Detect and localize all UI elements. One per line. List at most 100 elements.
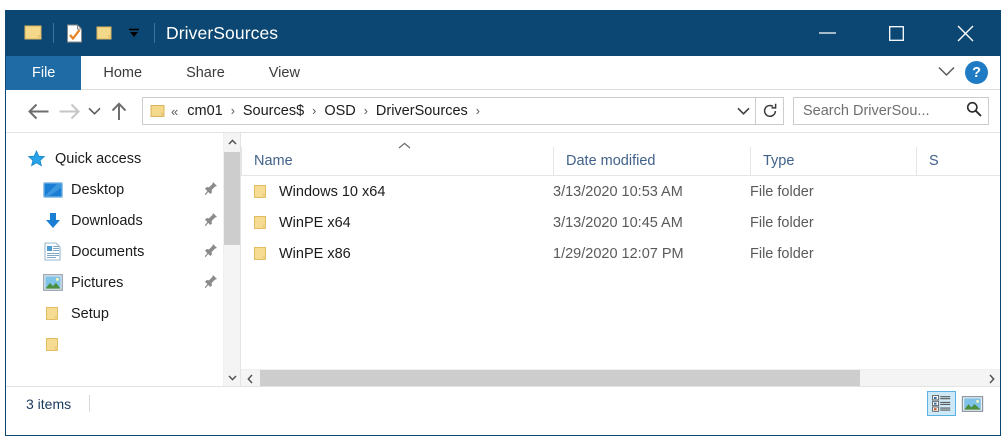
breadcrumb-separator-2[interactable]: › (312, 104, 317, 118)
search-icon[interactable] (966, 101, 982, 122)
forward-button[interactable] (54, 96, 84, 126)
main-area: Quick access Desktop (6, 132, 1000, 387)
navigation-scrollbar-thumb[interactable] (224, 152, 240, 245)
documents-icon (42, 242, 63, 261)
recent-locations-chevron-down-icon[interactable] (84, 96, 104, 126)
folder-icon (42, 336, 63, 354)
table-row[interactable]: WinPE x86 1/29/2020 12:07 PM File folder (241, 238, 1000, 269)
file-type: File folder (750, 214, 814, 231)
sidebar-item-label: Quick access (55, 150, 142, 167)
column-header-name[interactable]: Name (241, 147, 553, 175)
view-mode-buttons (927, 391, 987, 416)
folder-icon[interactable] (18, 18, 48, 48)
ribbon-tabs: File Home Share View ? (6, 56, 1000, 90)
column-header-date-modified[interactable]: Date modified (553, 147, 750, 175)
breadcrumb-bar: « cm01 › Sources$ › OSD › DriverSources … (142, 97, 784, 125)
chevron-down-icon[interactable] (119, 18, 149, 48)
file-type: File folder (750, 245, 814, 262)
folder-icon (253, 215, 269, 231)
tab-file[interactable]: File (6, 56, 82, 90)
file-list-pane: Name Date modified Type S Windows 10 x6 (240, 133, 1000, 387)
breadcrumb-folder-icon[interactable] (149, 102, 167, 120)
expand-ribbon-chevron-down-icon[interactable] (938, 64, 955, 82)
column-header-type[interactable]: Type (750, 147, 916, 175)
breadcrumb-separator-3[interactable]: › (363, 104, 368, 118)
status-divider (89, 395, 91, 412)
scroll-down-arrow-icon[interactable] (224, 369, 240, 386)
scroll-up-arrow-icon[interactable] (224, 133, 240, 150)
file-rows: Windows 10 x64 3/13/2020 10:53 AM File f… (241, 176, 1000, 369)
address-dropdown-chevron-down-icon[interactable] (731, 98, 755, 124)
large-icons-view-button[interactable] (958, 391, 987, 416)
minimize-button[interactable] (793, 10, 862, 56)
folder-icon (253, 184, 269, 200)
sidebar-item-desktop[interactable]: Desktop (6, 174, 240, 205)
breadcrumb-item-osd[interactable]: OSD (324, 103, 356, 119)
tab-view[interactable]: View (268, 65, 300, 81)
table-row[interactable]: WinPE x64 3/13/2020 10:45 AM File folder (241, 207, 1000, 238)
refresh-icon[interactable] (755, 98, 783, 124)
breadcrumb-item-sources[interactable]: Sources$ (242, 103, 305, 119)
details-view-button[interactable] (927, 391, 956, 416)
sort-ascending-icon (398, 136, 411, 154)
status-bar: 3 items (6, 386, 1000, 420)
horizontal-scrollbar[interactable] (241, 369, 1000, 387)
horizontal-scrollbar-thumb[interactable] (260, 370, 860, 387)
navigation-pane: Quick access Desktop (6, 133, 240, 386)
sidebar-item-setup[interactable]: Setup (6, 298, 240, 329)
file-type: File folder (750, 183, 814, 200)
sidebar-item-downloads[interactable]: Downloads (6, 205, 240, 236)
sidebar-item-documents[interactable]: Documents (6, 236, 240, 267)
sidebar-item-pictures[interactable]: Pictures (6, 267, 240, 298)
pin-icon[interactable] (204, 274, 218, 294)
pictures-icon (42, 274, 63, 292)
help-button[interactable]: ? (965, 61, 988, 84)
item-count-status: 3 items (26, 395, 72, 412)
sidebar-item-label: Desktop (71, 181, 125, 198)
breadcrumb-separator-4[interactable]: › (475, 104, 480, 118)
pin-icon[interactable] (204, 212, 218, 232)
sidebar-item-label: Setup (71, 305, 109, 322)
window-controls (793, 10, 1000, 56)
sidebar-item-label: Pictures (71, 274, 124, 291)
properties-icon[interactable] (59, 18, 89, 48)
star-icon (26, 149, 47, 168)
column-header-size[interactable]: S (916, 147, 956, 175)
sidebar-item-partial[interactable] (6, 329, 240, 360)
scroll-left-arrow-icon[interactable] (241, 370, 258, 387)
toolbar-divider (53, 23, 54, 43)
up-button[interactable] (104, 96, 134, 126)
ribbon-right-controls: ? (938, 56, 1000, 89)
toolbar-divider-2 (154, 23, 155, 43)
scroll-right-arrow-icon[interactable] (983, 370, 1000, 387)
window-title: DriverSources (166, 22, 279, 43)
back-button[interactable] (24, 96, 54, 126)
sidebar-item-label: Documents (71, 243, 145, 260)
address-bar: « cm01 › Sources$ › OSD › DriverSources … (6, 90, 1000, 132)
desktop-icon (42, 181, 63, 199)
search-input[interactable]: Search DriverSou... (793, 97, 989, 125)
tab-share[interactable]: Share (186, 65, 225, 81)
file-date-modified: 3/13/2020 10:53 AM (553, 183, 683, 200)
maximize-button[interactable] (862, 10, 931, 56)
sidebar-item-label: Downloads (71, 212, 143, 229)
folder-icon (42, 305, 63, 323)
explorer-window: DriverSources File Home Share View (5, 10, 1001, 436)
new-folder-icon[interactable] (89, 18, 119, 48)
sidebar-item-quick-access[interactable]: Quick access (6, 143, 240, 174)
tab-home[interactable]: Home (103, 65, 143, 81)
navigation-pane-scrollbar[interactable] (223, 133, 240, 386)
table-row[interactable]: Windows 10 x64 3/13/2020 10:53 AM File f… (241, 176, 1000, 207)
pin-icon[interactable] (204, 243, 218, 263)
breadcrumb-overflow[interactable]: « (171, 103, 179, 119)
breadcrumb-item-cm01[interactable]: cm01 (187, 103, 223, 119)
navigation-list: Quick access Desktop (6, 133, 240, 360)
breadcrumb: « cm01 › Sources$ › OSD › DriverSources … (143, 101, 731, 121)
pin-icon[interactable] (204, 181, 218, 201)
breadcrumb-separator-1[interactable]: › (230, 104, 235, 118)
file-name: WinPE x86 (279, 245, 351, 262)
file-date-modified: 3/13/2020 10:45 AM (553, 214, 683, 231)
close-button[interactable] (931, 10, 1000, 56)
folder-icon (253, 246, 269, 262)
breadcrumb-item-driversources[interactable]: DriverSources (375, 103, 468, 119)
